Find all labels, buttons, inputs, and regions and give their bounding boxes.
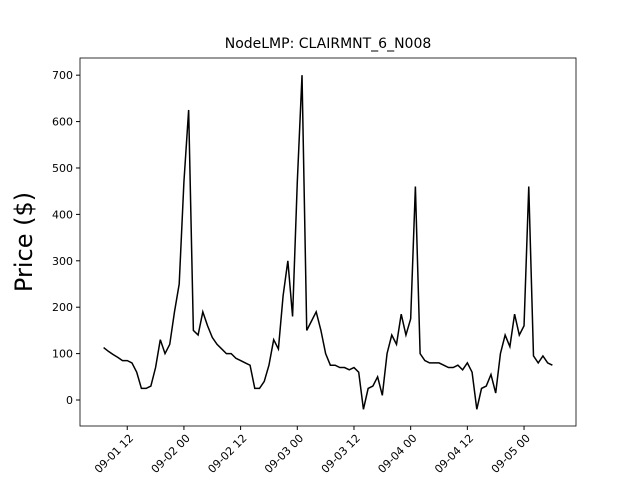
y-tick-label: 400 [52, 208, 73, 221]
y-tick-label: 700 [52, 69, 73, 82]
x-tick-label: 09-03 00 [262, 432, 306, 476]
y-tick-label: 0 [66, 394, 73, 407]
y-tick-label: 300 [52, 255, 73, 268]
y-tick-label: 200 [52, 301, 73, 314]
x-tick-label: 09-05 00 [489, 432, 533, 476]
x-tick-label: 09-01 12 [92, 432, 136, 476]
x-tick-label: 09-02 00 [149, 432, 193, 476]
y-tick-label: 600 [52, 116, 73, 129]
x-tick-label: 09-04 12 [432, 432, 476, 476]
plot-frame [79, 57, 577, 427]
x-tick-label: 09-03 12 [319, 432, 363, 476]
y-tick-label: 100 [52, 348, 73, 361]
price-line [103, 75, 553, 410]
y-axis-label: Price ($) [10, 192, 38, 292]
x-tick-label: 09-04 00 [375, 432, 419, 476]
chart-title: NodeLMP: CLAIRMNT_6_N008 [225, 36, 432, 52]
y-tick-label: 500 [52, 162, 73, 175]
x-tick-label: 09-02 12 [205, 432, 249, 476]
